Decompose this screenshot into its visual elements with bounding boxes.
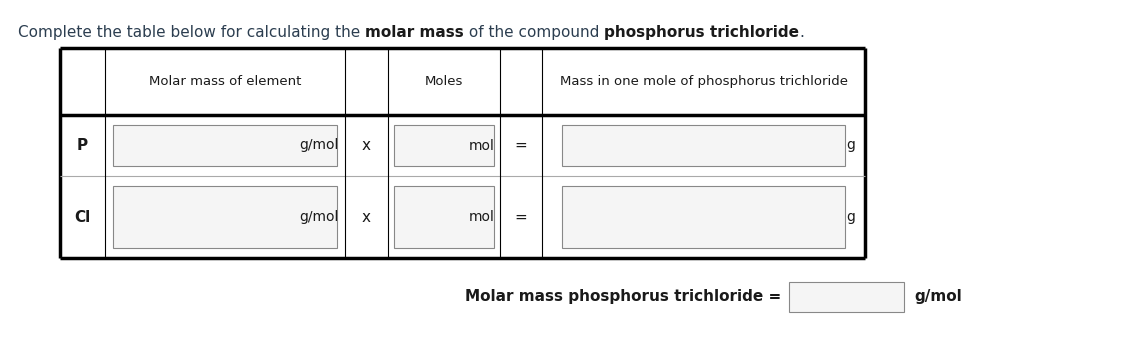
Text: mol: mol	[469, 139, 495, 153]
Text: x: x	[362, 138, 371, 153]
FancyBboxPatch shape	[113, 186, 337, 248]
FancyBboxPatch shape	[113, 125, 337, 166]
Text: g/mol: g/mol	[300, 210, 338, 224]
Text: g: g	[846, 210, 855, 224]
Text: Mass in one mole of phosphorus trichloride: Mass in one mole of phosphorus trichlori…	[559, 75, 848, 88]
Text: P: P	[77, 138, 88, 153]
FancyBboxPatch shape	[789, 282, 904, 312]
Text: molar mass: molar mass	[366, 25, 464, 40]
FancyBboxPatch shape	[394, 186, 494, 248]
Text: phosphorus trichloride: phosphorus trichloride	[604, 25, 799, 40]
Text: g/mol: g/mol	[300, 139, 338, 153]
FancyBboxPatch shape	[394, 125, 494, 166]
Text: Molar mass of element: Molar mass of element	[148, 75, 301, 88]
Text: g: g	[846, 139, 855, 153]
Text: Complete the table below for calculating the: Complete the table below for calculating…	[18, 25, 366, 40]
Text: Cl: Cl	[75, 210, 91, 225]
Text: Molar mass phosphorus trichloride =: Molar mass phosphorus trichloride =	[465, 289, 781, 305]
Text: x: x	[362, 210, 371, 225]
FancyBboxPatch shape	[561, 186, 844, 248]
Text: g/mol: g/mol	[915, 289, 962, 305]
FancyBboxPatch shape	[561, 125, 844, 166]
Text: Moles: Moles	[424, 75, 463, 88]
Text: mol: mol	[469, 210, 495, 224]
Text: =: =	[515, 138, 528, 153]
Text: of the compound: of the compound	[464, 25, 604, 40]
Text: .: .	[799, 25, 804, 40]
Text: =: =	[515, 210, 528, 225]
